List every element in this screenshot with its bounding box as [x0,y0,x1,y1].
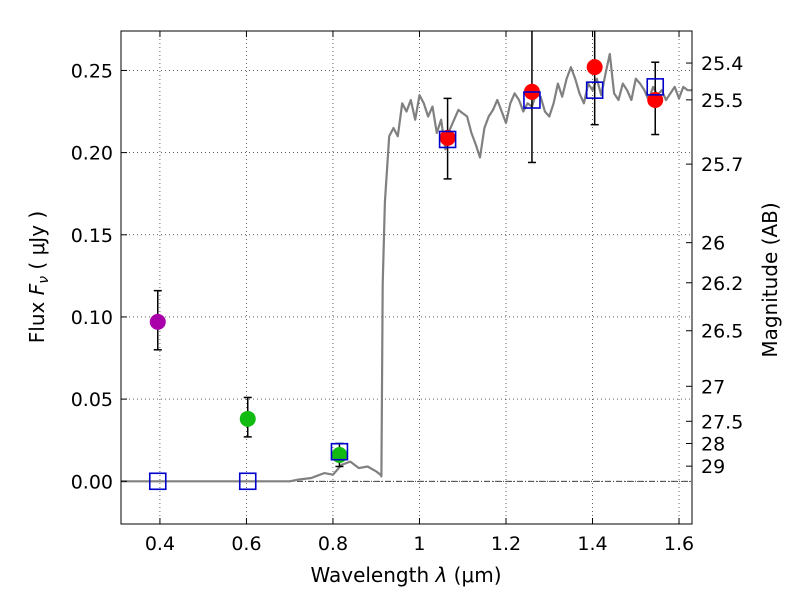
model-square [523,91,541,109]
photometry-point [586,59,603,76]
plot-background [121,31,692,524]
photometry-point [439,129,456,146]
model-square [238,472,257,491]
y-tick-label: 0.25 [71,60,113,82]
model-square [148,472,167,491]
magnitude-tick-label: 26.5 [701,321,743,343]
photometry-points [149,59,664,463]
magnitude-tick-label: 27.5 [701,411,743,433]
magnitude-tick-label: 25.5 [701,90,743,112]
magnitude-tick-label: 27 [701,376,725,398]
x-tick-label: 1 [413,533,425,555]
photometry-point [149,313,166,330]
photometry-point [331,446,348,463]
x-tick-label: 1.4 [577,533,607,555]
x-axis-ticks: 0.4 0.6 0.8 1 1.2 1.4 1.6 [145,31,694,555]
plot-area [120,30,693,525]
magnitude-tick-label: 26 [701,233,725,255]
spectrum-line [121,52,692,483]
magnitude-axis-label: Magnitude (AB) [758,202,782,357]
model-square [585,81,604,99]
x-tick-label: 0.8 [318,533,348,555]
y-axis-ticks: 0.00 0.05 0.10 0.15 0.20 0.25 [71,60,127,493]
magnitude-tick-label: 25.4 [701,53,743,75]
y-tick-label: 0.05 [71,389,113,411]
y-tick-label: 0.00 [71,471,113,493]
x-tick-label: 1.2 [491,533,521,555]
x-tick-label: 1.6 [664,533,694,555]
y-tick-label: 0.15 [71,225,113,247]
plot-frame [120,30,693,525]
y-tick-label: 0.20 [71,143,113,165]
magnitude-tick-label: 29 [701,456,725,478]
x-axis-label: Wavelength λ (μm) [310,563,501,587]
model-spectrum [121,52,692,483]
x-tick-label: 0.6 [231,533,261,555]
magnitude-tick-label: 26.2 [701,273,743,295]
model-square [646,78,665,96]
model-square [330,442,349,461]
model-squares [148,78,665,491]
photometry-point [647,92,664,109]
photometry-point [239,410,256,427]
magnitude-tick-label: 28 [701,433,725,455]
x-tick-label: 0.4 [145,533,175,555]
y-axis-label: Flux Fν ( μJy ) [25,211,52,343]
magnitude-tick-label: 25.7 [701,154,743,176]
model-square [438,130,457,149]
y-tick-label: 0.10 [71,307,113,329]
